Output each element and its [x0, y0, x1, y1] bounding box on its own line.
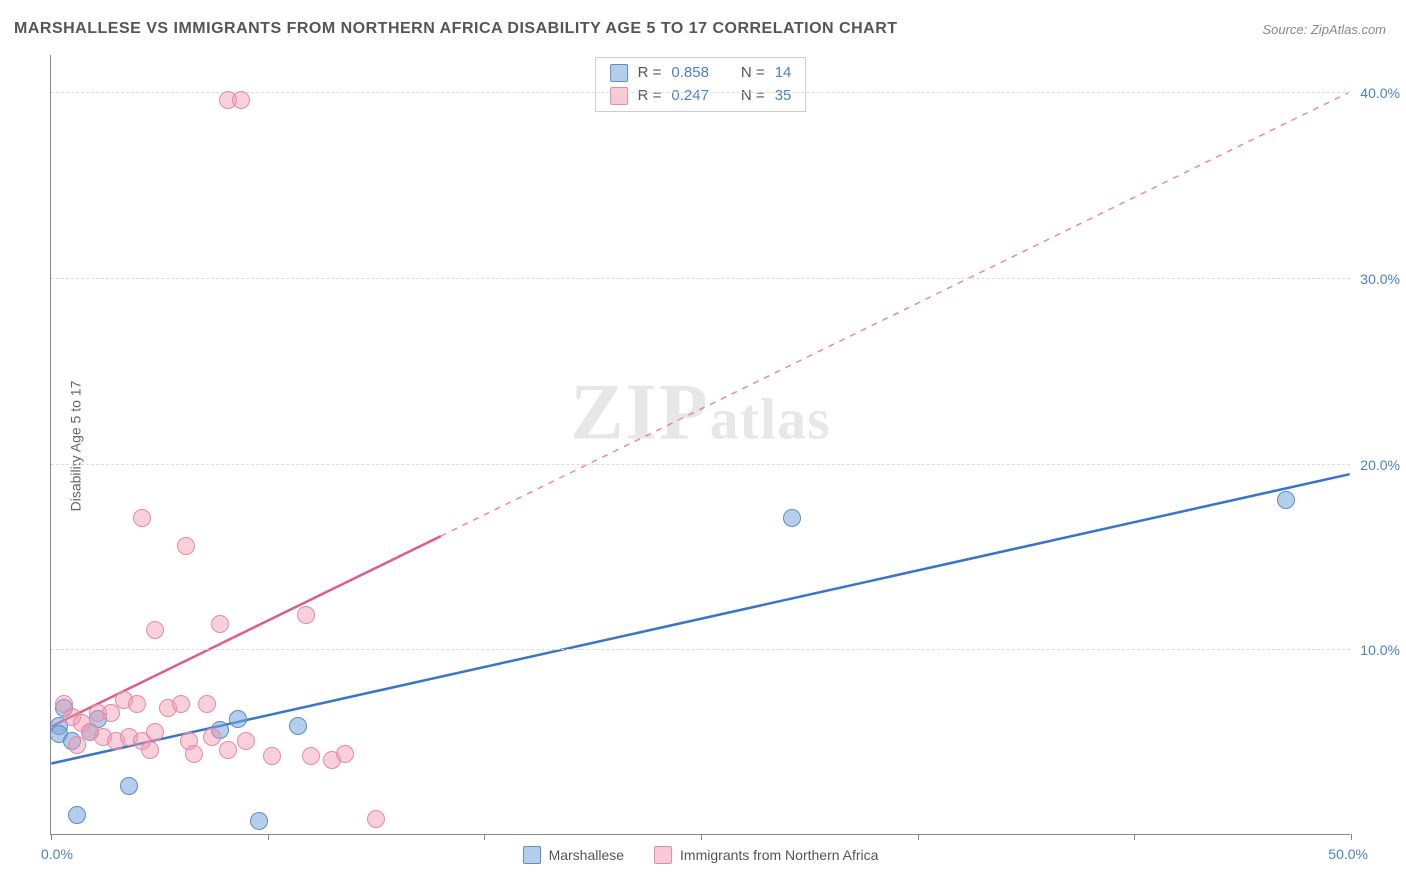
- data-point-pink: [146, 723, 164, 741]
- gridline: 20.0%: [51, 464, 1350, 465]
- x-tick: [701, 834, 702, 840]
- legend-swatch-pink: [654, 846, 672, 864]
- data-point-pink: [237, 732, 255, 750]
- data-point-blue: [229, 710, 247, 728]
- legend-swatch-blue: [610, 64, 628, 82]
- x-tick: [268, 834, 269, 840]
- data-point-pink: [146, 621, 164, 639]
- data-point-blue: [120, 777, 138, 795]
- gridline: 30.0%: [51, 278, 1350, 279]
- stats-n-value: 14: [775, 62, 792, 85]
- legend-swatch-pink: [610, 87, 628, 105]
- data-point-blue: [1277, 491, 1295, 509]
- legend-swatch-blue: [523, 846, 541, 864]
- data-point-blue: [250, 812, 268, 830]
- x-tick: [1351, 834, 1352, 840]
- data-point-pink: [367, 810, 385, 828]
- stats-n-label: N =: [741, 85, 765, 108]
- chart-container: MARSHALLESE VS IMMIGRANTS FROM NORTHERN …: [0, 0, 1406, 892]
- chart-title: MARSHALLESE VS IMMIGRANTS FROM NORTHERN …: [14, 20, 898, 38]
- data-point-pink: [177, 537, 195, 555]
- trendline-pink: [51, 536, 441, 726]
- stats-row: R = 0.858 N = 14: [610, 62, 792, 85]
- plot-area: ZIPatlas R =0.858N =14R =0.247N =35 0.0%…: [50, 55, 1350, 835]
- legend-label: Immigrants from Northern Africa: [680, 847, 878, 863]
- data-point-pink: [302, 747, 320, 765]
- bottom-legend: Marshallese Immigrants from Northern Afri…: [523, 846, 879, 864]
- data-point-pink: [263, 747, 281, 765]
- data-point-pink: [297, 606, 315, 624]
- x-tick: [918, 834, 919, 840]
- stats-box: R = 0.858 N = 14 R = 0.247 N = 35: [595, 57, 807, 112]
- data-point-pink: [336, 745, 354, 763]
- data-point-pink: [211, 615, 229, 633]
- stats-n-value: 35: [775, 85, 792, 108]
- x-max-label: 50.0%: [1328, 846, 1368, 862]
- x-origin-label: 0.0%: [41, 846, 73, 862]
- gridline: 10.0%: [51, 649, 1350, 650]
- stats-r-value: 0.247: [671, 85, 709, 108]
- legend-item: Immigrants from Northern Africa: [654, 846, 878, 864]
- legend-item: Marshallese: [523, 846, 624, 864]
- data-point-pink: [128, 695, 146, 713]
- stats-r-label: R =: [638, 85, 662, 108]
- stats-n-label: N =: [741, 62, 765, 85]
- y-tick-label: 30.0%: [1360, 271, 1400, 287]
- x-tick: [484, 834, 485, 840]
- x-tick: [1134, 834, 1135, 840]
- data-point-pink: [172, 695, 190, 713]
- source-label: Source: ZipAtlas.com: [1262, 22, 1386, 37]
- stats-row: R = 0.247 N = 35: [610, 85, 792, 108]
- legend-label: Marshallese: [549, 847, 624, 863]
- y-tick-label: 20.0%: [1360, 457, 1400, 473]
- data-point-blue: [68, 806, 86, 824]
- data-point-pink: [203, 728, 221, 746]
- x-tick: [51, 834, 52, 840]
- data-point-pink: [198, 695, 216, 713]
- trendline-dash-pink: [441, 92, 1350, 536]
- data-point-pink: [219, 741, 237, 759]
- stats-r-value: 0.858: [671, 62, 709, 85]
- watermark: ZIPatlas: [570, 368, 830, 459]
- y-tick-label: 40.0%: [1360, 85, 1400, 101]
- data-point-blue: [289, 717, 307, 735]
- data-point-pink: [141, 741, 159, 759]
- data-point-pink: [133, 509, 151, 527]
- data-point-pink: [68, 736, 86, 754]
- data-point-pink: [232, 91, 250, 109]
- stats-r-label: R =: [638, 62, 662, 85]
- data-point-pink: [185, 745, 203, 763]
- y-tick-label: 10.0%: [1360, 642, 1400, 658]
- data-point-blue: [783, 509, 801, 527]
